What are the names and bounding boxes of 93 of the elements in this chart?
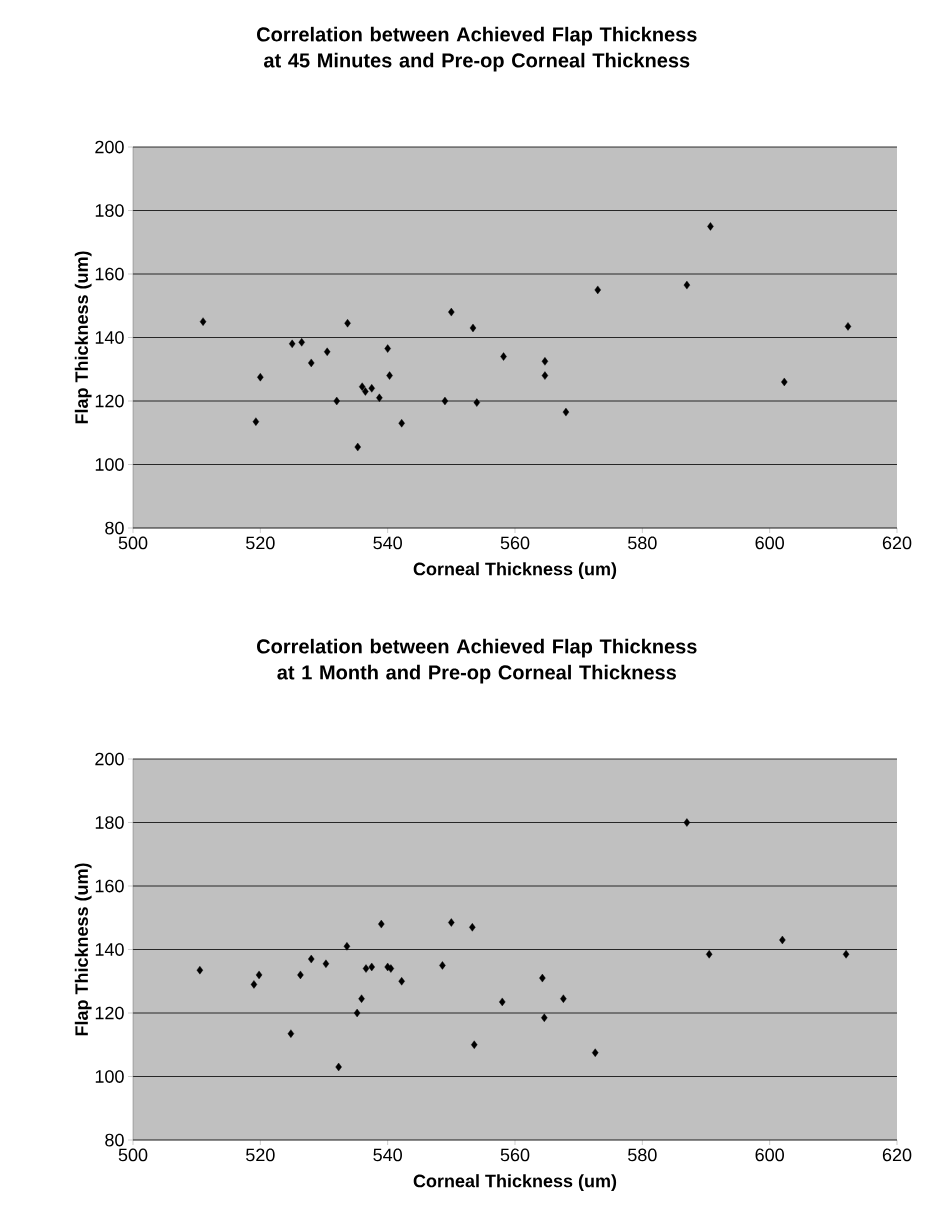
x-tick-label: 620 — [882, 1148, 912, 1162]
point — [473, 398, 480, 407]
point — [252, 417, 260, 426]
point — [842, 950, 850, 959]
y-axis-title: Flap Thickness (um) — [74, 251, 92, 424]
point — [560, 994, 567, 1003]
point — [500, 352, 507, 361]
point — [359, 382, 366, 391]
y-tick-label: 80 — [105, 1133, 124, 1147]
y-axis-title: Flap Thickness (um) — [74, 863, 92, 1036]
point — [368, 384, 375, 393]
point — [705, 950, 713, 959]
chart-title: Correlation between Achieved Flap Thickness at 1 Month and Pre-op Corneal Thickness — [257, 638, 697, 684]
point — [199, 317, 207, 326]
point — [378, 919, 385, 929]
point — [288, 339, 296, 349]
point — [562, 407, 570, 417]
point — [384, 344, 391, 353]
point — [362, 964, 370, 973]
x-tick-label: 560 — [500, 536, 530, 550]
x-axis-title: Corneal Thickness (um) — [413, 562, 617, 579]
y-tick-label: 100 — [95, 1070, 124, 1083]
point — [683, 280, 691, 290]
point — [844, 322, 852, 331]
y-tick-label: 200 — [95, 752, 124, 766]
y-tick-label: 140 — [95, 331, 124, 344]
point — [469, 923, 476, 932]
x-tick-label: 520 — [246, 536, 275, 550]
y-tick-label: 100 — [95, 458, 124, 471]
point — [469, 323, 477, 333]
x-tick-label: 540 — [373, 1148, 402, 1162]
x-tick-label: 620 — [882, 536, 912, 550]
y-tick-label: 140 — [95, 943, 124, 956]
point — [353, 1008, 361, 1018]
y-tick-label: 180 — [95, 204, 124, 217]
point — [376, 393, 383, 403]
point — [539, 973, 546, 983]
y-tick-label: 120 — [95, 394, 124, 408]
y-tick-label: 160 — [95, 267, 124, 281]
point — [255, 970, 263, 980]
y-tick-label: 200 — [95, 140, 124, 154]
point — [322, 959, 330, 968]
chart-title: Correlation between Achieved Flap Thickness at 45 Minutes and Pre-op Corneal Thickness — [257, 26, 697, 72]
x-tick-label: 540 — [373, 536, 402, 550]
point — [541, 357, 549, 366]
x-tick-label: 580 — [628, 536, 657, 550]
point — [541, 371, 549, 380]
point — [358, 994, 365, 1003]
x-tick-label: 560 — [500, 1148, 530, 1162]
point — [354, 442, 361, 452]
point — [592, 1048, 599, 1057]
point — [386, 371, 393, 380]
point — [298, 338, 305, 347]
point — [471, 1040, 478, 1049]
point — [541, 1013, 548, 1022]
point — [499, 997, 506, 1007]
point — [439, 961, 446, 970]
point — [441, 396, 449, 406]
x-tick-label: 500 — [118, 536, 148, 550]
point — [323, 347, 331, 356]
point — [250, 980, 258, 989]
y-tick-label: 160 — [95, 879, 124, 893]
x-tick-label: 600 — [755, 1148, 784, 1162]
y-tick-label: 80 — [105, 521, 124, 535]
point — [257, 372, 264, 382]
point — [398, 419, 405, 428]
point — [362, 387, 369, 396]
point — [683, 818, 691, 827]
x-axis-title: Corneal Thickness (um) — [413, 1174, 617, 1191]
point — [335, 1062, 342, 1072]
point — [344, 319, 351, 328]
point — [594, 285, 601, 295]
point — [308, 358, 315, 368]
x-tick-label: 600 — [755, 536, 784, 550]
point — [368, 962, 375, 972]
point — [398, 977, 405, 986]
point — [781, 377, 788, 387]
point — [196, 965, 204, 975]
x-tick-label: 500 — [118, 1148, 148, 1162]
point — [297, 970, 304, 980]
point — [707, 222, 714, 231]
point — [779, 935, 786, 945]
point — [448, 918, 455, 927]
point — [287, 1029, 295, 1038]
y-tick-label: 120 — [95, 1006, 124, 1020]
point — [387, 964, 395, 973]
point — [333, 396, 340, 406]
point — [308, 954, 315, 964]
point — [448, 307, 455, 317]
y-tick-label: 180 — [95, 816, 124, 829]
x-tick-label: 520 — [246, 1148, 275, 1162]
x-tick-label: 580 — [628, 1148, 657, 1162]
point — [343, 942, 351, 951]
